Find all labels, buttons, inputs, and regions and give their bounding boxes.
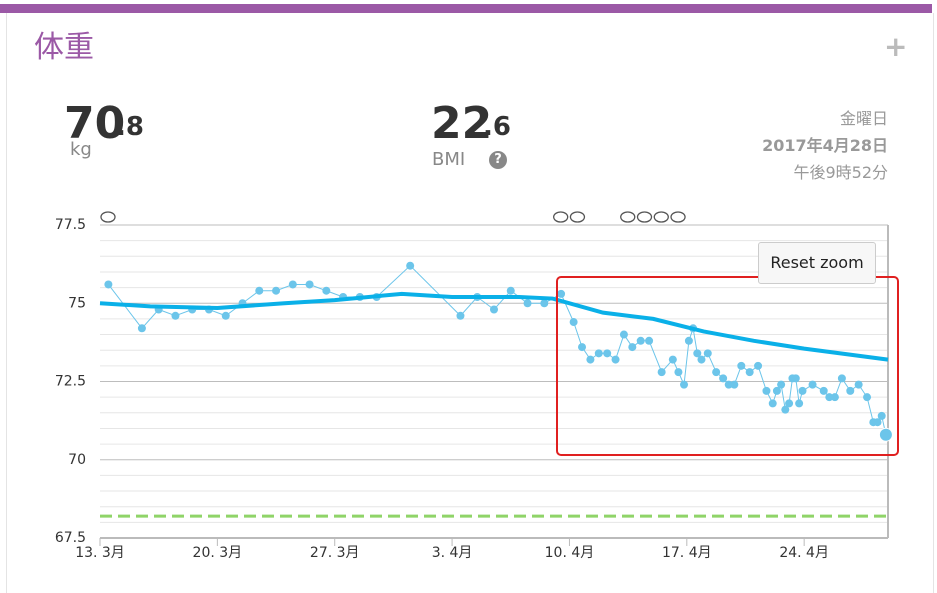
y-tick-label: 67.5 bbox=[55, 530, 86, 546]
weight-point bbox=[854, 380, 863, 389]
weight-point bbox=[825, 393, 834, 402]
y-tick-label: 72.5 bbox=[55, 374, 86, 390]
add-button[interactable]: + bbox=[884, 30, 908, 63]
weight-point bbox=[288, 280, 297, 289]
x-tick-label: 24. 4月 bbox=[779, 545, 829, 561]
weight-point bbox=[781, 405, 790, 414]
note-icon bbox=[653, 211, 669, 223]
bmi-integer: 22 bbox=[431, 98, 493, 149]
x-tick-label: 13. 3月 bbox=[75, 545, 125, 561]
weight-point bbox=[712, 368, 721, 377]
weight-point bbox=[795, 399, 804, 408]
weight-point bbox=[586, 355, 595, 364]
weight-point bbox=[674, 368, 683, 377]
weight-point bbox=[668, 355, 677, 364]
weight-point bbox=[171, 311, 180, 320]
weight-point bbox=[837, 374, 846, 383]
weight-point bbox=[762, 386, 771, 395]
weight-point bbox=[878, 427, 893, 442]
top-bar bbox=[0, 4, 932, 13]
weight-point bbox=[221, 311, 230, 320]
weight-point bbox=[645, 336, 654, 345]
trend-line bbox=[99, 291, 889, 362]
weight-point bbox=[877, 411, 886, 420]
help-icon[interactable]: ? bbox=[489, 151, 507, 169]
weight-point bbox=[791, 374, 800, 383]
weight-point bbox=[628, 343, 637, 352]
weight-point bbox=[272, 286, 281, 295]
weight-point bbox=[611, 355, 620, 364]
note-icon bbox=[670, 211, 686, 223]
weight-point bbox=[730, 380, 739, 389]
weight-point bbox=[697, 355, 706, 364]
weekday: 金曜日 bbox=[839, 109, 888, 128]
x-tick-label: 3. 4月 bbox=[432, 545, 473, 561]
x-tick-label: 10. 4月 bbox=[545, 545, 595, 561]
weight-point bbox=[724, 380, 733, 389]
note-icon bbox=[636, 211, 653, 223]
weight-point bbox=[619, 330, 628, 339]
weight-point bbox=[137, 324, 146, 333]
reset-zoom-button[interactable]: Reset zoom bbox=[758, 242, 876, 284]
y-tick-label: 75 bbox=[68, 295, 86, 311]
weight-point bbox=[737, 361, 746, 370]
weight-unit: kg bbox=[70, 139, 92, 160]
weight-point bbox=[830, 393, 839, 402]
weight-point bbox=[456, 311, 465, 320]
weight-decimal: .8 bbox=[116, 112, 144, 142]
weight-point bbox=[819, 386, 828, 395]
date: 2017年4月28日 bbox=[762, 136, 888, 155]
weight-point bbox=[808, 380, 817, 389]
weight-point bbox=[322, 286, 331, 295]
weight-point bbox=[846, 386, 855, 395]
x-tick-label: 27. 3月 bbox=[310, 545, 360, 561]
note-icon bbox=[100, 211, 116, 223]
weight-point bbox=[863, 393, 872, 402]
y-tick-label: 77.5 bbox=[55, 217, 86, 233]
bmi-label: BMI bbox=[432, 149, 466, 170]
weight-point bbox=[754, 361, 763, 370]
weight-point bbox=[523, 299, 532, 308]
weight-point bbox=[657, 368, 666, 377]
weight-integer: 70 bbox=[64, 98, 126, 149]
time: 午後9時52分 bbox=[793, 163, 888, 182]
y-tick-label: 70 bbox=[68, 452, 86, 468]
weight-point bbox=[798, 386, 807, 395]
weight-point bbox=[680, 380, 689, 389]
note-icon bbox=[553, 211, 569, 223]
weight-point bbox=[719, 374, 728, 383]
weight-point bbox=[557, 289, 566, 298]
note-icon bbox=[620, 211, 636, 223]
weight-point bbox=[305, 280, 314, 289]
weight-point bbox=[540, 299, 549, 308]
weight-point bbox=[693, 349, 702, 358]
weight-point bbox=[490, 305, 498, 314]
highlight-box bbox=[556, 276, 899, 456]
weight-point bbox=[594, 349, 603, 358]
x-tick-label: 20. 3月 bbox=[193, 545, 243, 561]
weight-point bbox=[636, 336, 645, 345]
weight-point bbox=[777, 380, 786, 389]
weight-point bbox=[785, 399, 794, 408]
weight-point bbox=[506, 286, 515, 295]
bmi-decimal: .6 bbox=[483, 112, 511, 142]
weight-point bbox=[578, 343, 587, 352]
weight-point bbox=[603, 349, 612, 358]
card-border bbox=[6, 13, 934, 593]
weight-point bbox=[104, 280, 113, 289]
title: 体重 bbox=[34, 30, 94, 65]
weight-point bbox=[684, 336, 693, 345]
weight-point bbox=[406, 261, 415, 270]
note-icon bbox=[569, 211, 586, 223]
weight-point bbox=[703, 349, 712, 358]
weight-point bbox=[768, 399, 777, 408]
weight-point bbox=[745, 368, 754, 377]
weight-point bbox=[772, 386, 781, 395]
weight-point bbox=[873, 418, 882, 427]
x-tick-label: 17. 4月 bbox=[662, 545, 712, 561]
weight-point bbox=[255, 286, 264, 295]
weight-point bbox=[569, 318, 578, 327]
